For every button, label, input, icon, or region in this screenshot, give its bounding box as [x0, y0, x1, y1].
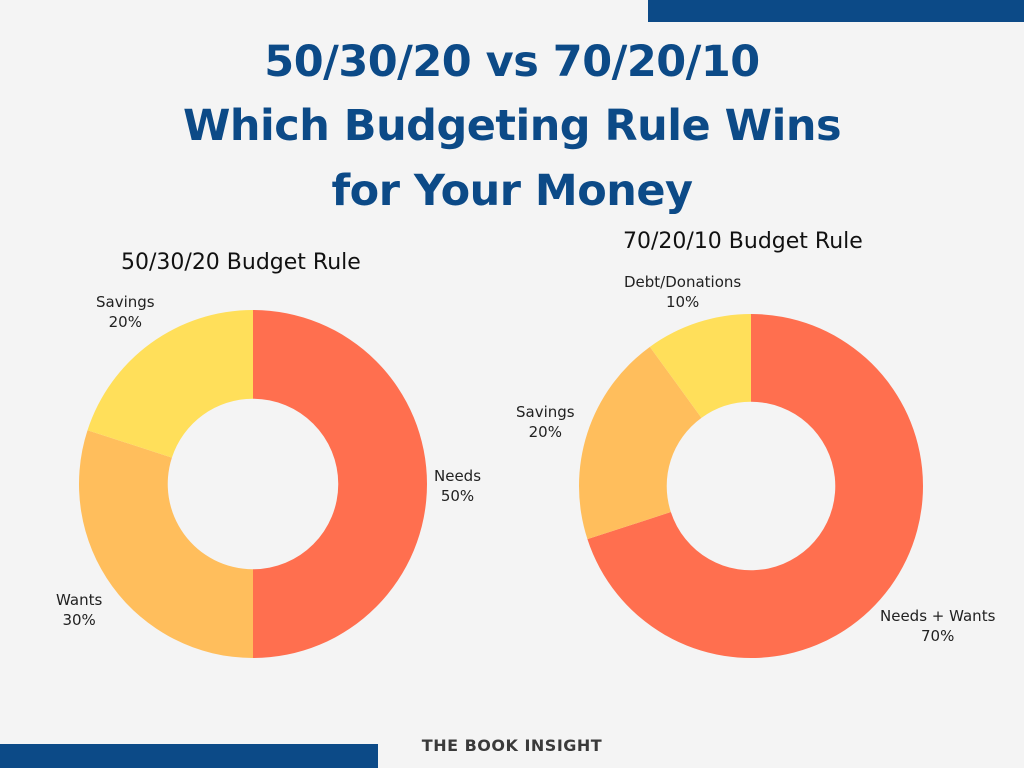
- chart-2-slice-debt-donations: [649, 314, 751, 418]
- chart-2-label-needs-wants: Needs + Wants 70%: [880, 606, 995, 646]
- chart-1-label-needs-pct: 50%: [440, 487, 475, 505]
- chart-1-slice-wants: [78, 430, 253, 658]
- chart-1-slice-savings: [87, 310, 253, 458]
- chart-1-title: 50/30/20 Budget Rule: [121, 250, 361, 275]
- chart-1-slice-needs: [253, 310, 427, 658]
- brand-footer: THE BOOK INSIGHT: [421, 736, 603, 755]
- chart-1-label-savings: Savings 20%: [96, 292, 155, 332]
- chart-2-label-needs-wants-name: Needs + Wants: [880, 607, 996, 625]
- chart-1-label-wants: Wants 30%: [56, 590, 102, 630]
- chart-2-label-debt-donations-pct: 10%: [665, 293, 700, 311]
- chart-2-label-needs-wants-pct: 70%: [921, 627, 955, 645]
- chart-1-label-needs-name: Needs: [434, 467, 482, 485]
- top-accent-bar: [648, 0, 1024, 22]
- chart-2-slice-savings: [579, 346, 702, 540]
- chart-2-label-debt-donations: Debt/Donations 10%: [624, 272, 741, 312]
- chart-2-title: 70/20/10 Budget Rule: [623, 229, 863, 254]
- bottom-accent-bar: [0, 744, 378, 768]
- chart-2-slice-needs-wants: [587, 314, 923, 658]
- chart-2-donut: [579, 314, 923, 658]
- chart-1-label-wants-name: Wants: [56, 591, 103, 609]
- page-title-line-2: Which Budgeting Rule Wins: [182, 101, 842, 151]
- page-title-line-3: for Your Money: [331, 166, 693, 216]
- chart-2-label-savings: Savings 20%: [516, 402, 575, 442]
- page-title-line-1: 50/30/20 vs 70/20/10: [264, 37, 760, 87]
- chart-2-label-savings-name: Savings: [516, 403, 575, 421]
- chart-1-label-needs: Needs 50%: [434, 466, 481, 506]
- chart-1-label-savings-pct: 20%: [108, 313, 142, 331]
- chart-1-label-wants-pct: 30%: [62, 611, 96, 629]
- chart-2-label-debt-donations-name: Debt/Donations: [624, 273, 742, 291]
- chart-2-label-savings-pct: 20%: [528, 423, 562, 441]
- chart-1-donut: [78, 310, 427, 658]
- chart-1-label-savings-name: Savings: [96, 293, 155, 311]
